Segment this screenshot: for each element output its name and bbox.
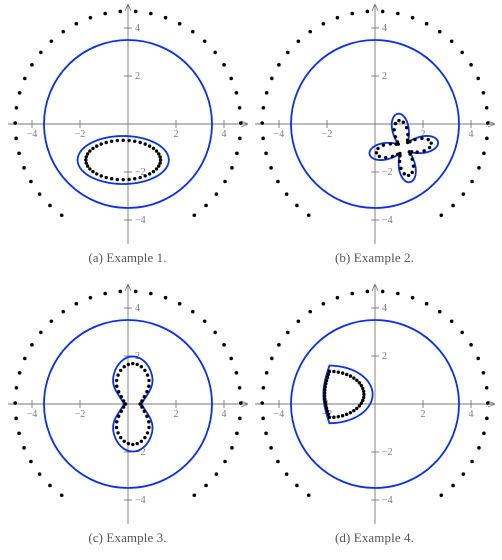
x-tick-label: 2 <box>420 409 425 420</box>
y-tick-label: −4 <box>382 495 393 506</box>
panel-caption-c: (c) Example 3. <box>88 530 166 546</box>
y-tick-label: −4 <box>382 215 393 226</box>
x-tick-label: 4 <box>468 129 473 140</box>
panel-d: −4−4−2−22244(d) Example 4. <box>251 284 498 556</box>
y-tick-label: 4 <box>382 303 387 314</box>
x-tick-label: −2 <box>321 129 332 140</box>
y-tick-label: 4 <box>135 303 140 314</box>
x-tick-label: −4 <box>26 129 37 140</box>
panel-caption-b: (b) Example 2. <box>335 250 414 266</box>
x-tick-label: −4 <box>273 129 284 140</box>
panel-plot-c: −4−4−2−22244 <box>8 284 248 524</box>
y-tick-label: −2 <box>382 167 393 178</box>
x-tick-label: 4 <box>468 409 473 420</box>
y-tick-label: 2 <box>382 351 387 362</box>
y-tick-label: 4 <box>135 23 140 34</box>
y-tick-label: −2 <box>382 447 393 458</box>
panel-c: −4−4−2−22244(c) Example 3. <box>4 284 251 556</box>
x-tick-label: −4 <box>273 409 284 420</box>
panel-caption-d: (d) Example 4. <box>335 530 414 546</box>
y-tick-label: −4 <box>135 495 146 506</box>
panel-b: −4−4−2−22244(b) Example 2. <box>251 4 498 276</box>
y-tick-label: −4 <box>135 215 146 226</box>
y-tick-label: 2 <box>382 71 387 82</box>
x-tick-label: −2 <box>74 409 85 420</box>
panel-caption-a: (a) Example 1. <box>88 250 166 266</box>
x-tick-label: 2 <box>173 129 178 140</box>
y-tick-label: 2 <box>135 71 140 82</box>
x-tick-label: −4 <box>26 409 37 420</box>
y-tick-label: 4 <box>382 23 387 34</box>
panel-plot-b: −4−4−2−22244 <box>255 4 495 244</box>
panel-a: −4−4−2−22244(a) Example 1. <box>4 4 251 276</box>
figure-grid: −4 −4 −2 −2 2 2 4 4 (a) Example 1. −4 −4 −2 −2 2 2 4 4 (b… <box>0 0 502 560</box>
x-tick-label: 4 <box>221 129 226 140</box>
x-tick-label: 2 <box>173 409 178 420</box>
x-tick-label: −2 <box>74 129 85 140</box>
x-tick-label: 4 <box>221 409 226 420</box>
panel-plot-a: −4−4−2−22244 <box>8 4 248 244</box>
panel-plot-d: −4−4−2−22244 <box>255 284 495 524</box>
